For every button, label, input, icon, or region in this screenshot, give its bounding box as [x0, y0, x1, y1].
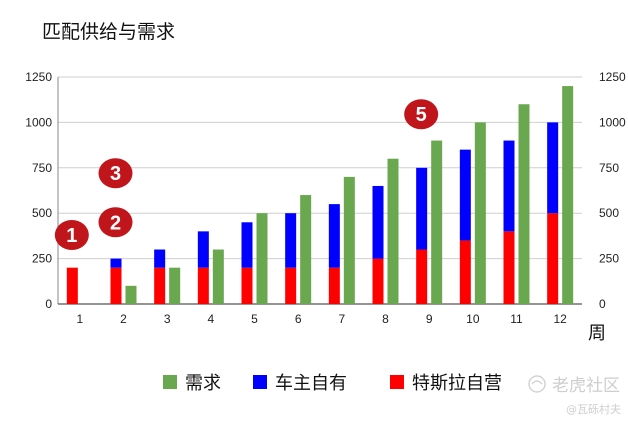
bar-owner-9: [416, 167, 428, 250]
y-tick-right: 1250: [599, 70, 626, 84]
bar-tesla-2: [110, 267, 122, 304]
y-tick-right: 0: [599, 297, 606, 311]
bar-tesla-7: [328, 267, 340, 304]
bar-tesla-5: [241, 267, 253, 304]
svg-text:2: 2: [110, 212, 121, 234]
x-tick-label: 9: [426, 312, 433, 326]
y-tick-right: 500: [599, 206, 619, 220]
bar-tesla-3: [154, 267, 166, 304]
y-tick-left: 500: [32, 206, 52, 220]
x-tick-labels: 1 2 3 4 5 6 7 8 9 10 11 12: [76, 312, 567, 326]
x-tick-label: 3: [164, 312, 171, 326]
y-tick-right: 1000: [599, 115, 626, 129]
watermark-sub: @瓦砾村夫: [566, 402, 621, 416]
bar-owner-7: [328, 204, 340, 268]
chart-title: 匹配供给与需求: [42, 21, 175, 43]
x-tick-label: 2: [120, 312, 127, 326]
watermark: 老虎社区 @瓦砾村夫: [528, 375, 621, 416]
bar-owner-12: [547, 122, 559, 214]
bar-owner-10: [459, 149, 471, 241]
bar-demand-9: [431, 140, 443, 304]
bar-owner-5: [241, 222, 253, 268]
bar-tesla-4: [197, 267, 209, 304]
bar-demand-2: [125, 285, 137, 304]
bar-tesla-9: [416, 249, 428, 304]
legend-item-3: 特斯拉自营: [390, 373, 502, 394]
legend-label: 特斯拉自营: [412, 373, 502, 394]
bar-tesla-1: [66, 267, 78, 304]
bar-demand-6: [300, 195, 312, 304]
bar-demand-11: [518, 104, 530, 305]
x-tick-label: 6: [295, 312, 302, 326]
legend-item-1: 需求: [163, 373, 221, 394]
badge-1: 1: [54, 219, 89, 250]
bar-demand-8: [387, 158, 399, 304]
bar-demand-7: [343, 176, 355, 304]
y-tick-right: 750: [599, 161, 619, 175]
x-axis-unit: 周: [588, 323, 606, 344]
x-tick-label: 10: [466, 312, 480, 326]
bar-tesla-10: [459, 240, 471, 304]
bar-tesla-8: [372, 258, 384, 304]
legend-label: 车主自有: [275, 373, 347, 394]
bar-tesla-12: [547, 213, 559, 304]
bar-tesla-6: [285, 267, 297, 304]
watermark-logo-icon: [528, 375, 546, 393]
x-tick-label: 4: [207, 312, 214, 326]
svg-text:1: 1: [66, 225, 77, 247]
badge-2: 2: [98, 207, 133, 238]
x-tick-label: 7: [338, 312, 345, 326]
y-tick-labels: 0 0 250 250 500 500 750 750 1000 1000 1250 1250: [25, 70, 626, 311]
y-tick-left: 250: [32, 252, 52, 266]
bar-demand-3: [169, 267, 181, 304]
legend-swatch: [253, 375, 267, 389]
bars: [66, 86, 574, 305]
badge-5: 5: [404, 99, 439, 130]
y-tick-right: 250: [599, 252, 619, 266]
y-tick-left: 1250: [25, 70, 52, 84]
annotation-badges: 1 2 3 5: [54, 99, 439, 250]
y-tick-left: 1000: [25, 115, 52, 129]
watermark-main: 老虎社区: [552, 376, 620, 396]
x-tick-label: 11: [510, 312, 523, 326]
bar-owner-4: [197, 231, 209, 268]
x-tick-label: 12: [553, 312, 567, 326]
x-tick-label: 1: [76, 312, 83, 326]
bar-demand-12: [562, 86, 574, 304]
x-tick-label: 5: [251, 312, 258, 326]
bar-owner-2: [110, 258, 122, 268]
y-tick-left: 0: [45, 297, 52, 311]
svg-text:3: 3: [110, 163, 121, 185]
legend: 需求 车主自有 特斯拉自营: [163, 373, 502, 394]
bar-owner-8: [372, 185, 384, 259]
legend-item-2: 车主自有: [253, 373, 347, 394]
bar-owner-6: [285, 213, 297, 268]
bar-demand-4: [212, 249, 224, 304]
bar-demand-10: [474, 122, 486, 305]
y-tick-left: 750: [32, 161, 52, 175]
svg-text:5: 5: [416, 104, 427, 126]
legend-swatch: [390, 375, 404, 389]
legend-label: 需求: [185, 373, 221, 394]
grid-lines: [57, 76, 582, 305]
bar-owner-3: [154, 249, 166, 268]
bar-owner-11: [503, 140, 515, 232]
legend-swatch: [163, 375, 177, 389]
bar-demand-5: [256, 213, 268, 304]
badge-3: 3: [98, 158, 133, 189]
x-tick-label: 8: [382, 312, 389, 326]
bar-tesla-11: [503, 231, 515, 304]
